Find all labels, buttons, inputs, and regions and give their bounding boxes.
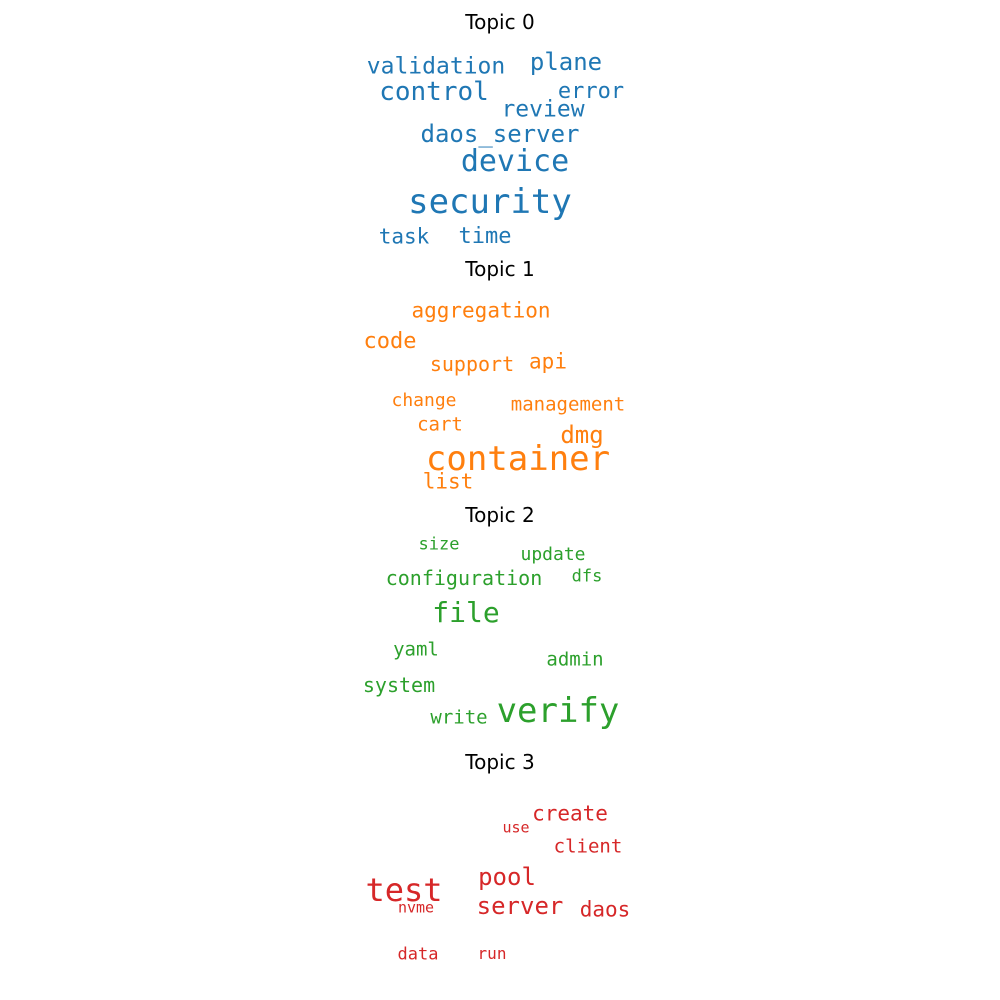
word-change: change bbox=[391, 390, 457, 411]
word-size: size bbox=[418, 534, 460, 555]
word-security: security bbox=[408, 182, 572, 222]
word-support: support bbox=[429, 352, 515, 376]
word-task: task bbox=[378, 224, 430, 249]
word-plane: plane bbox=[529, 48, 603, 76]
word-code: code bbox=[363, 329, 417, 354]
word-dmg: dmg bbox=[560, 421, 604, 449]
word-system: system bbox=[362, 673, 436, 697]
word-control: control bbox=[379, 77, 489, 107]
topic-title-0: Topic 0 bbox=[465, 10, 535, 34]
word-server: server bbox=[476, 892, 564, 920]
word-client: client bbox=[553, 835, 623, 858]
topic-panel-1: Topic 1 container dmg code aggregation list ap… bbox=[0, 247, 1000, 494]
word-validation: validation bbox=[366, 53, 506, 80]
word-api: api bbox=[529, 349, 567, 374]
word-review: review bbox=[501, 96, 585, 123]
topic-panel-0: Topic 0 security device control daos_server p… bbox=[0, 0, 1000, 249]
word-data: data bbox=[397, 944, 439, 965]
word-run: run bbox=[477, 944, 507, 963]
word-configuration: configuration bbox=[385, 566, 543, 590]
topic-panel-3: Topic 3 test pool server daos create client dat… bbox=[0, 740, 1000, 987]
word-list: list bbox=[422, 469, 474, 494]
word-daos: daos bbox=[579, 897, 631, 922]
word-cart: cart bbox=[417, 413, 463, 436]
word-device: device bbox=[460, 144, 570, 179]
word-yaml: yaml bbox=[393, 638, 439, 661]
word-dfs: dfs bbox=[571, 566, 603, 587]
word-time: time bbox=[458, 224, 512, 249]
word-aggregation: aggregation bbox=[411, 298, 551, 323]
topic-title-1: Topic 1 bbox=[465, 257, 535, 281]
word-pool: pool bbox=[478, 863, 536, 891]
word-admin: admin bbox=[546, 648, 604, 671]
word-nvme: nvme bbox=[397, 898, 435, 917]
word-daos-server: daos_server bbox=[420, 120, 580, 148]
word-error: error bbox=[557, 79, 625, 104]
topic-title-2: Topic 2 bbox=[465, 503, 535, 527]
topic-panel-2: Topic 2 verify file configuration system writ… bbox=[0, 493, 1000, 740]
word-use: use bbox=[502, 818, 530, 837]
topic-title-3: Topic 3 bbox=[465, 750, 535, 774]
word-management: management bbox=[510, 393, 626, 416]
word-create: create bbox=[532, 801, 608, 826]
word-test: test bbox=[365, 871, 443, 909]
word-write: write bbox=[430, 706, 488, 729]
word-file: file bbox=[432, 596, 500, 629]
word-verify: verify bbox=[496, 691, 620, 731]
word-update: update bbox=[520, 544, 586, 565]
word-container: container bbox=[425, 439, 611, 479]
